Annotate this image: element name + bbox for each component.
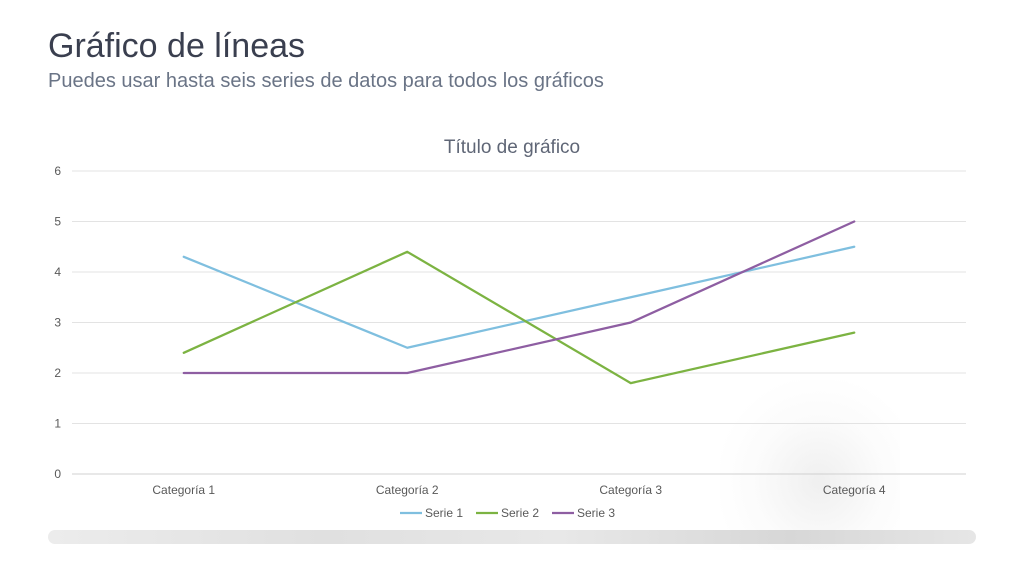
legend-item: Serie 1 — [400, 506, 463, 520]
series-line-1 — [182, 245, 856, 349]
legend-item: Serie 3 — [552, 506, 615, 520]
x-axis-ticks: Categoría 1 Categoría 2 Categoría 3 Categor… — [152, 483, 886, 497]
chart-title: Título de gráfico — [444, 137, 580, 158]
series-line-2 — [182, 250, 856, 385]
legend-label: Serie 2 — [501, 506, 539, 520]
legend: Serie 1 Serie 2 Serie 3 — [400, 506, 615, 520]
legend-label: Serie 1 — [425, 506, 463, 520]
y-tick-label: 0 — [54, 467, 61, 481]
series-lines — [182, 220, 856, 385]
y-tick-label: 4 — [54, 265, 61, 279]
y-tick-label: 3 — [54, 316, 61, 330]
footer-bar — [48, 530, 976, 544]
x-tick-label: Categoría 2 — [376, 483, 439, 497]
y-tick-label: 5 — [54, 215, 61, 229]
legend-label: Serie 3 — [577, 506, 615, 520]
x-tick-label: Categoría 3 — [599, 483, 662, 497]
x-tick-label: Categoría 4 — [823, 483, 886, 497]
y-axis-ticks: 0 1 2 3 4 5 6 — [54, 164, 61, 481]
y-tick-label: 2 — [54, 366, 61, 380]
y-tick-label: 6 — [54, 164, 61, 178]
legend-item: Serie 2 — [476, 506, 539, 520]
slide-title: Gráfico de líneas — [48, 27, 306, 65]
y-tick-label: 1 — [54, 417, 61, 431]
series-line-3 — [182, 220, 856, 375]
slide-subtitle: Puedes usar hasta seis series de datos p… — [48, 70, 604, 92]
x-tick-label: Categoría 1 — [152, 483, 215, 497]
